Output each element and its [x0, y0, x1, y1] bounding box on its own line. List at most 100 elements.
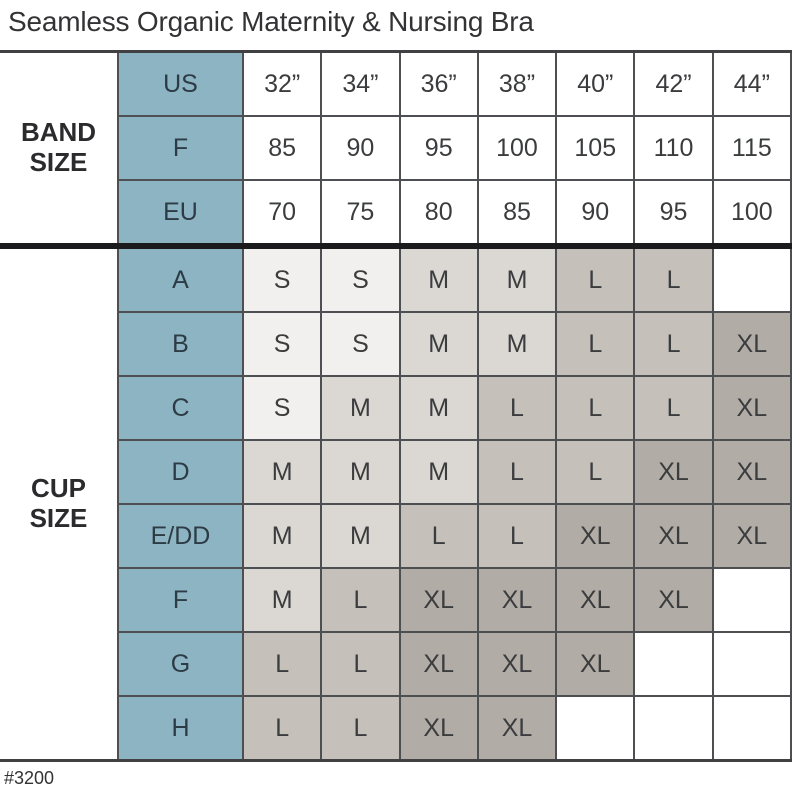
cup-row-header-d: D: [117, 439, 244, 505]
cup-size-cell: M: [320, 375, 401, 441]
cup-size-cell: XL: [711, 375, 793, 441]
cup-row-a: CUP SIZE A S S M M L L: [0, 245, 793, 762]
band-value-cell: 90: [320, 115, 401, 181]
band-value-cell: 105: [555, 115, 636, 181]
cup-size-cell: L: [633, 311, 714, 377]
cup-size-cell: XL: [476, 695, 558, 762]
cup-size-cell: M: [476, 311, 558, 377]
band-value-cell: 36”: [398, 50, 479, 117]
cup-size-cell: XL: [476, 567, 558, 633]
cup-size-cell: L: [555, 245, 636, 313]
band-value-cell: 80: [398, 179, 479, 249]
cup-size-cell: XL: [633, 567, 714, 633]
cup-size-cell: L: [476, 503, 558, 569]
cup-size-cell: L: [633, 375, 714, 441]
cup-size-section-label: CUP SIZE: [0, 246, 118, 762]
cup-size-cell: L: [398, 503, 479, 569]
cup-size-cell: S: [241, 245, 323, 313]
cup-size-cell: XL: [555, 567, 636, 633]
page-title: Seamless Organic Maternity & Nursing Bra: [8, 6, 534, 37]
cup-size-cell: XL: [398, 631, 479, 697]
cup-size-cell: XL: [398, 567, 479, 633]
cup-size-cell: XL: [398, 695, 479, 762]
band-value-cell: 115: [711, 115, 793, 181]
cup-size-cell: M: [476, 245, 558, 313]
cup-size-cell: L: [320, 695, 401, 762]
band-row-header-f: F: [117, 115, 244, 181]
cup-size-cell: M: [320, 503, 401, 569]
band-row-header-us: US: [117, 50, 244, 117]
cup-size-cell: XL: [633, 503, 714, 569]
cup-size-cell: L: [555, 311, 636, 377]
cup-size-cell: XL: [555, 631, 636, 697]
style-number: #3200: [4, 768, 55, 788]
band-value-cell: 100: [476, 115, 558, 181]
band-value-cell: 95: [398, 115, 479, 181]
cup-size-cell: L: [320, 631, 401, 697]
cup-size-cell: XL: [555, 503, 636, 569]
cup-size-cell: L: [555, 439, 636, 505]
cup-row-header-e-dd: E/DD: [117, 503, 244, 569]
cup-size-cell-empty: [711, 245, 793, 313]
cup-row-b: B S S M M L L XL: [0, 311, 793, 377]
band-row-eu: EU 70 75 80 85 90 95 100: [0, 179, 793, 249]
cup-size-cell: L: [320, 567, 401, 633]
cup-size-cell: L: [633, 245, 714, 313]
band-value-cell: 32”: [241, 50, 323, 117]
cup-size-cell: M: [398, 439, 479, 505]
cup-size-cell: L: [241, 631, 323, 697]
band-value-cell: 34”: [320, 50, 401, 117]
band-size-section-label: BAND SIZE: [0, 50, 118, 249]
cup-row-header-c: C: [117, 375, 244, 441]
band-value-cell: 110: [633, 115, 714, 181]
cup-size-cell: S: [241, 311, 323, 377]
band-value-cell: 95: [633, 179, 714, 249]
cup-row-g: G L L XL XL XL: [0, 631, 793, 697]
band-value-cell: 40”: [555, 50, 636, 117]
band-value-cell: 75: [320, 179, 401, 249]
cup-size-cell: XL: [633, 439, 714, 505]
size-table-body: BAND SIZE US 32” 34” 36” 38” 40” 42” 44” F 85 90 95 10…: [0, 50, 793, 762]
band-row-us: BAND SIZE US 32” 34” 36” 38” 40” 42” 44”: [0, 50, 793, 249]
cup-size-cell: M: [241, 567, 323, 633]
cup-size-cell: M: [398, 311, 479, 377]
band-value-cell: 44”: [711, 50, 793, 117]
band-row-f: F 85 90 95 100 105 110 115: [0, 115, 793, 181]
cup-size-cell: M: [320, 439, 401, 505]
cup-row-d: D M M M L L XL XL: [0, 439, 793, 505]
cup-row-header-f: F: [117, 567, 244, 633]
cup-size-cell-empty: [633, 695, 714, 762]
band-value-cell: 85: [476, 179, 558, 249]
size-chart-table: BAND SIZE US 32” 34” 36” 38” 40” 42” 44” F 85 90 95 10…: [0, 50, 793, 762]
cup-size-cell-empty: [633, 631, 714, 697]
cup-size-cell: S: [320, 245, 401, 313]
cup-size-cell-empty: [711, 631, 793, 697]
cup-size-cell: XL: [711, 439, 793, 505]
cup-row-header-g: G: [117, 631, 244, 697]
cup-row-c: C S M M L L L XL: [0, 375, 793, 441]
cup-row-e-dd: E/DD M M L L XL XL XL: [0, 503, 793, 569]
cup-size-cell: M: [241, 503, 323, 569]
cup-size-cell: M: [241, 439, 323, 505]
band-value-cell: 90: [555, 179, 636, 249]
cup-size-cell: M: [398, 375, 479, 441]
cup-row-header-b: B: [117, 311, 244, 377]
cup-size-cell-empty: [711, 567, 793, 633]
band-value-cell: 42”: [633, 50, 714, 117]
cup-size-cell: XL: [711, 311, 793, 377]
cup-size-cell-empty: [711, 695, 793, 762]
band-value-cell: 38”: [476, 50, 558, 117]
band-value-cell: 100: [711, 179, 793, 249]
cup-row-h: H L L XL XL: [0, 695, 793, 762]
cup-size-cell-empty: [555, 695, 636, 762]
cup-size-cell: XL: [476, 631, 558, 697]
cup-size-cell: L: [476, 375, 558, 441]
band-value-cell: 70: [241, 179, 323, 249]
cup-size-cell: XL: [711, 503, 793, 569]
cup-size-cell: S: [241, 375, 323, 441]
cup-size-cell: L: [476, 439, 558, 505]
cup-size-cell: L: [241, 695, 323, 762]
band-value-cell: 85: [241, 115, 323, 181]
cup-size-cell: L: [555, 375, 636, 441]
